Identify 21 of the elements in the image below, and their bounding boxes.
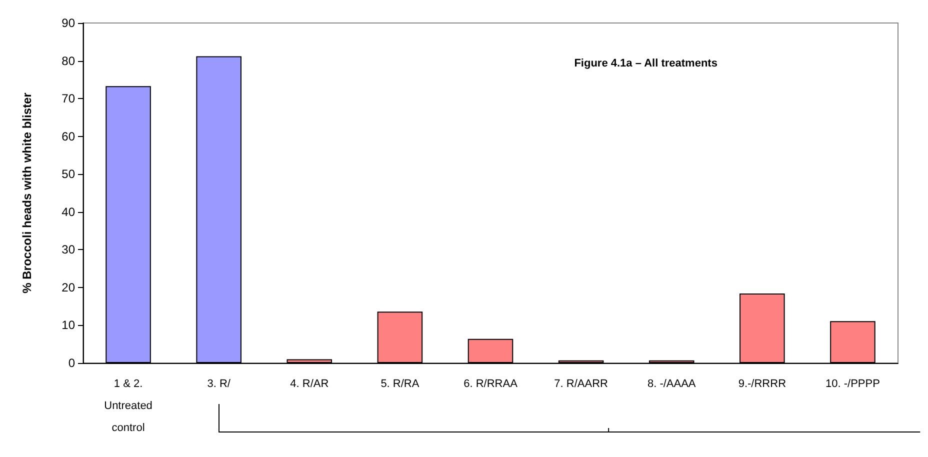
y-tick-label: 40 [62,204,76,219]
y-tick-label: 0 [68,356,76,370]
y-tick-label: 80 [62,54,76,68]
x-tick-label: 4. R/AR [290,378,329,390]
x-tick-label: 3. R/ [207,378,232,390]
x-tick-label: 7. R/AARR [554,378,608,390]
x-tick-label: 9.-/RRRR [738,378,786,390]
y-tick-label: 70 [62,92,76,106]
x-tick-label: 1 & 2. Untreated control [104,378,152,434]
text: Figure 4.1a – All treatments [574,58,718,70]
x-tick-label: 8. -/AAAA [647,378,696,390]
x-tick-label: 10. -/PPPP [826,378,880,390]
y-tick-label: 30 [62,242,76,257]
y-tick-label: 90 [62,16,76,30]
y-tick-label: 50 [62,167,76,182]
y-tick-label: 10 [62,318,76,332]
y-tick-label: 20 [62,280,76,294]
y-axis-title: % Broccoli heads with white blister [20,92,34,294]
x-tick-label: 5. R/RA [380,378,420,390]
y-tick-label: 60 [62,129,76,144]
x-tick-label: 6. R/RRAA [464,378,518,390]
